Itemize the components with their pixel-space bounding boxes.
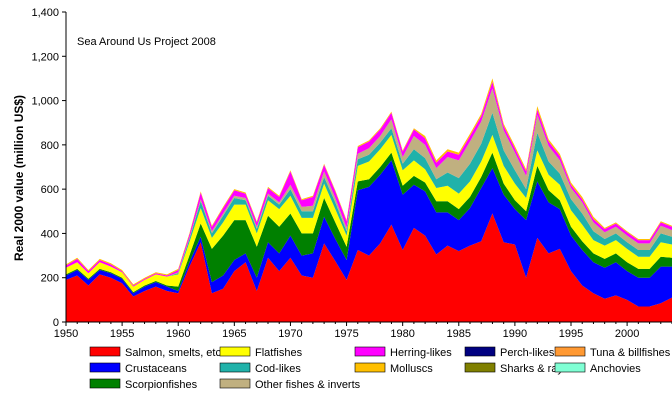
y-tick-label: 600 bbox=[41, 184, 59, 196]
legend-swatch-herring-likes bbox=[354, 346, 386, 357]
area-crustaceans bbox=[66, 160, 672, 307]
legend-label-crustaceans: Crustaceans bbox=[125, 363, 187, 375]
x-tick-label: 1995 bbox=[559, 328, 583, 340]
x-tick-label: 1970 bbox=[278, 328, 302, 340]
y-tick-label: 1,200 bbox=[31, 51, 59, 63]
area-layer bbox=[66, 78, 672, 322]
legend-label-anchovies: Anchovies bbox=[590, 363, 641, 375]
x-tick-label: 1965 bbox=[222, 328, 246, 340]
legend-swatch-flatfishes bbox=[219, 346, 251, 357]
legend-swatch-perch-likes bbox=[464, 346, 496, 357]
x-tick-label: 1955 bbox=[110, 328, 134, 340]
legend-swatch-other-fishes-inverts bbox=[219, 378, 251, 389]
y-tick-label: 0 bbox=[53, 317, 59, 329]
legend-label-tuna-billfishes: Tuna & billfishes bbox=[590, 347, 671, 359]
area-scorpionfishes bbox=[66, 152, 672, 294]
y-tick-label: 200 bbox=[41, 273, 59, 285]
y-tick-label: 400 bbox=[41, 228, 59, 240]
x-tick-label: 1990 bbox=[503, 328, 527, 340]
legend-swatch-scorpionfishes bbox=[89, 378, 121, 389]
x-tick-label: 2000 bbox=[615, 328, 639, 340]
area-salmon-smelts-etc bbox=[66, 213, 672, 322]
x-tick-label: 1980 bbox=[390, 328, 414, 340]
y-axis-label: Real 2000 value (million US$) bbox=[12, 95, 26, 261]
legend-label-sharks-rays: Sharks & rays bbox=[500, 363, 569, 375]
legend-label-salmon-smelts-etc: Salmon, smelts, etc bbox=[125, 347, 221, 359]
legend-swatch-crustaceans bbox=[89, 362, 121, 373]
x-tick-label: 1950 bbox=[54, 328, 78, 340]
legend-swatch-tuna-billfishes bbox=[554, 346, 586, 357]
legend-label-flatfishes: Flatfishes bbox=[255, 347, 303, 359]
legend-swatch-molluscs bbox=[354, 362, 386, 373]
legend-label-scorpionfishes: Scorpionfishes bbox=[125, 379, 198, 391]
x-tick-label: 1985 bbox=[447, 328, 471, 340]
legend-label-perch-likes: Perch-likes bbox=[500, 347, 555, 359]
legend-swatch-salmon-smelts-etc bbox=[89, 346, 121, 357]
y-tick-label: 1,000 bbox=[31, 96, 59, 108]
legend-swatch-sharks-rays bbox=[464, 362, 496, 373]
legend-label-molluscs: Molluscs bbox=[390, 363, 433, 375]
legend-label-other-fishes-inverts: Other fishes & inverts bbox=[255, 379, 361, 391]
legend-label-herring-likes: Herring-likes bbox=[390, 347, 452, 359]
y-tick-label: 800 bbox=[41, 140, 59, 152]
legend-swatch-cod-likes bbox=[219, 362, 251, 373]
axes-layer: 0 200 400 600 800 1,000 1,200 1,400 1950 1955 1960… bbox=[31, 7, 672, 340]
legend-swatch-anchovies bbox=[554, 362, 586, 373]
legend-label-cod-likes: Cod-likes bbox=[255, 363, 301, 375]
area-flatfishes bbox=[66, 134, 672, 293]
source-annotation: Sea Around Us Project 2008 bbox=[77, 36, 216, 48]
y-tick-label: 1,400 bbox=[31, 7, 59, 19]
x-tick-label: 1975 bbox=[334, 328, 358, 340]
x-tick-label: 1960 bbox=[166, 328, 190, 340]
legend: Salmon, smelts, etc Flatfishes Herring-lik… bbox=[89, 346, 671, 391]
